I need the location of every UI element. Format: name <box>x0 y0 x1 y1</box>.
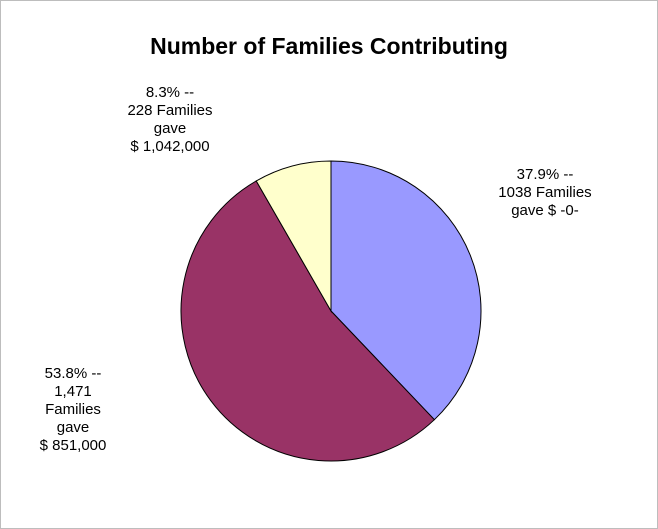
data-label-line: 1038 Families <box>498 184 592 201</box>
chart-title: Number of Families Contributing <box>150 33 508 59</box>
pie-slice-2 <box>255 160 332 313</box>
data-label-line: gave <box>153 120 187 137</box>
data-label-line: $ 851,000 <box>39 437 107 454</box>
pie-slice-1 <box>180 180 436 462</box>
data-label-line: gave <box>56 419 90 436</box>
data-label-slice-1: 53.8% -- 1,471 Families gave $ 851,000 <box>8 365 138 455</box>
data-label-line: 228 Families <box>127 102 213 119</box>
data-label-line: $ 1,042,000 <box>130 138 210 155</box>
data-label-slice-2: 8.3% -- 228 Families gave $ 1,042,000 <box>105 84 235 156</box>
data-label-slice-0: 37.9% -- 1038 Families gave $ -0- <box>480 166 610 220</box>
data-label-line: 1,471 <box>54 383 92 400</box>
data-label-line: 53.8% -- <box>44 365 102 382</box>
data-label-line: 37.9% -- <box>516 166 574 183</box>
data-label-line: Families <box>45 401 101 418</box>
pie-slice-0 <box>330 160 482 421</box>
data-label-line: gave $ -0- <box>511 202 579 219</box>
data-label-line: 8.3% -- <box>145 84 195 101</box>
